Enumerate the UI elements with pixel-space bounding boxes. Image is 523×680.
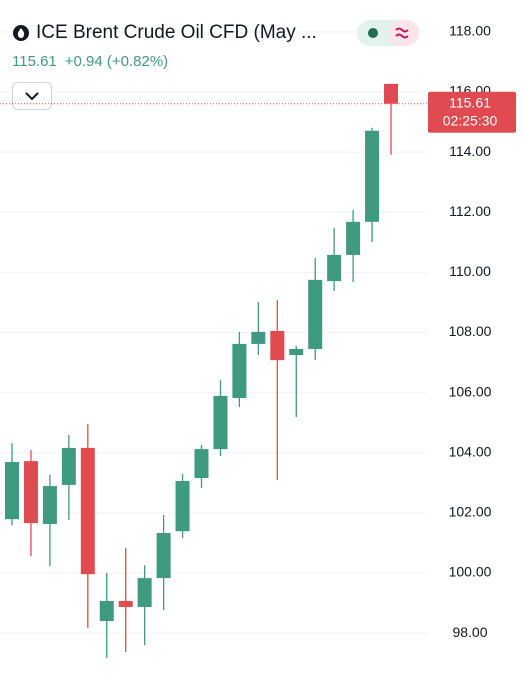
candle-body <box>213 395 228 450</box>
candle-body <box>137 578 152 607</box>
y-tick-label: 104.00 <box>449 443 492 459</box>
candle-body <box>42 486 57 524</box>
candle-body <box>308 279 323 350</box>
price-label-box <box>428 91 516 133</box>
candle-body <box>365 130 380 222</box>
candle-body <box>327 254 342 282</box>
candle-body <box>23 461 38 524</box>
y-tick-label: 98.00 <box>452 624 487 640</box>
header-change: +0.94 (+0.82%) <box>65 53 168 70</box>
candle-body <box>289 349 304 356</box>
candle-body <box>270 330 285 361</box>
price-label: 115.61 <box>449 94 491 110</box>
y-tick-label: 112.00 <box>449 203 491 219</box>
header-price: 115.61 <box>12 53 57 70</box>
market-dot <box>368 28 378 38</box>
y-tick-label: 108.00 <box>449 323 492 339</box>
chevron <box>25 92 39 101</box>
y-tick-label: 100.00 <box>449 564 492 580</box>
y-tick-label: 114.00 <box>449 143 491 159</box>
collapse-button[interactable] <box>12 82 52 110</box>
delay-icon <box>395 27 409 39</box>
candle-body <box>5 462 19 520</box>
candle-body <box>175 480 190 532</box>
candle-body <box>384 83 398 104</box>
y-tick-label: 110.00 <box>449 263 491 279</box>
y-tick-label: 102.00 <box>449 504 492 520</box>
status-pill-right <box>388 20 419 46</box>
candle-body <box>80 447 95 575</box>
candle-body <box>156 532 171 579</box>
countdown-label: 02:25:30 <box>443 112 498 128</box>
candle-body <box>61 447 76 485</box>
candle-body <box>346 221 361 255</box>
candle-body <box>118 600 133 607</box>
y-tick-label: 118.00 <box>449 23 491 39</box>
chart-title: ICE Brent Crude Oil CFD (May ... <box>36 22 317 43</box>
candle-body <box>194 449 209 478</box>
drop-icon <box>17 28 25 38</box>
y-tick-label: 106.00 <box>449 383 492 399</box>
candle-body <box>232 343 247 399</box>
candle-body <box>99 600 114 622</box>
candle-body <box>251 331 266 344</box>
